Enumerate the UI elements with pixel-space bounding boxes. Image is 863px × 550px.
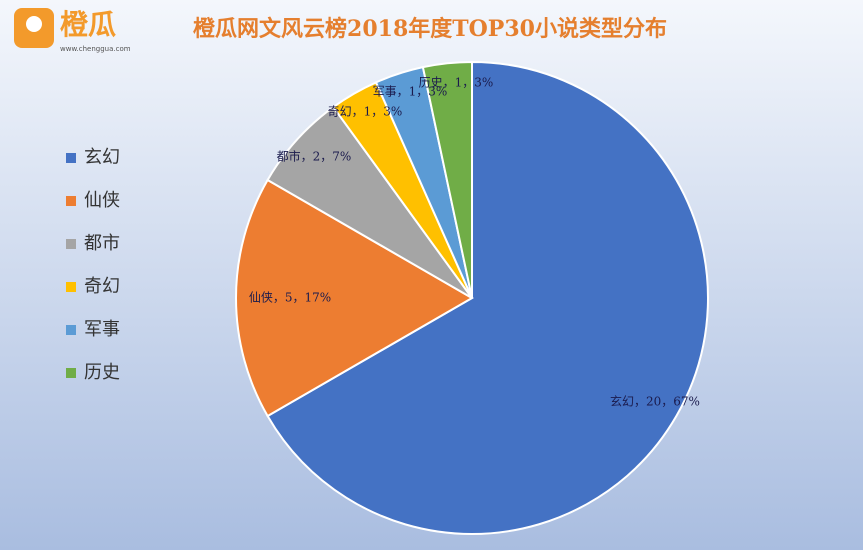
legend-label: 奇幻 [84, 276, 120, 297]
legend-swatch [66, 325, 76, 335]
legend-label: 都市 [84, 233, 120, 254]
legend-label: 玄幻 [84, 147, 120, 168]
legend-swatch [66, 282, 76, 292]
data-label: 仙侠，5，17% [249, 291, 331, 305]
logo-name: 橙瓜 [60, 8, 116, 41]
legend-swatch [66, 239, 76, 249]
data-label: 军事，1，3% [373, 85, 448, 99]
legend-label: 仙侠 [84, 190, 120, 211]
logo-icon-dot [26, 16, 42, 32]
pie-slice [266, 60, 709, 535]
data-label: 奇幻，1，3% [328, 105, 403, 119]
legend-swatch [66, 153, 76, 163]
data-label: 玄幻，20，67% [610, 394, 700, 409]
logo: 橙瓜 www.chenggua.com [14, 8, 131, 53]
pie-slice [235, 178, 475, 418]
legend-swatch [66, 196, 76, 206]
legend-swatch [66, 368, 76, 378]
legend-label: 历史 [84, 362, 120, 383]
pie-slice [421, 60, 473, 299]
logo-url: www.chenggua.com [60, 45, 131, 53]
legend-label: 军事 [84, 319, 120, 340]
data-label: 都市，2，7% [277, 149, 352, 164]
chart-title: 橙瓜网文风云榜2018年度TOP30小说类型分布 [193, 16, 667, 42]
data-label: 历史，1，3% [419, 76, 494, 90]
